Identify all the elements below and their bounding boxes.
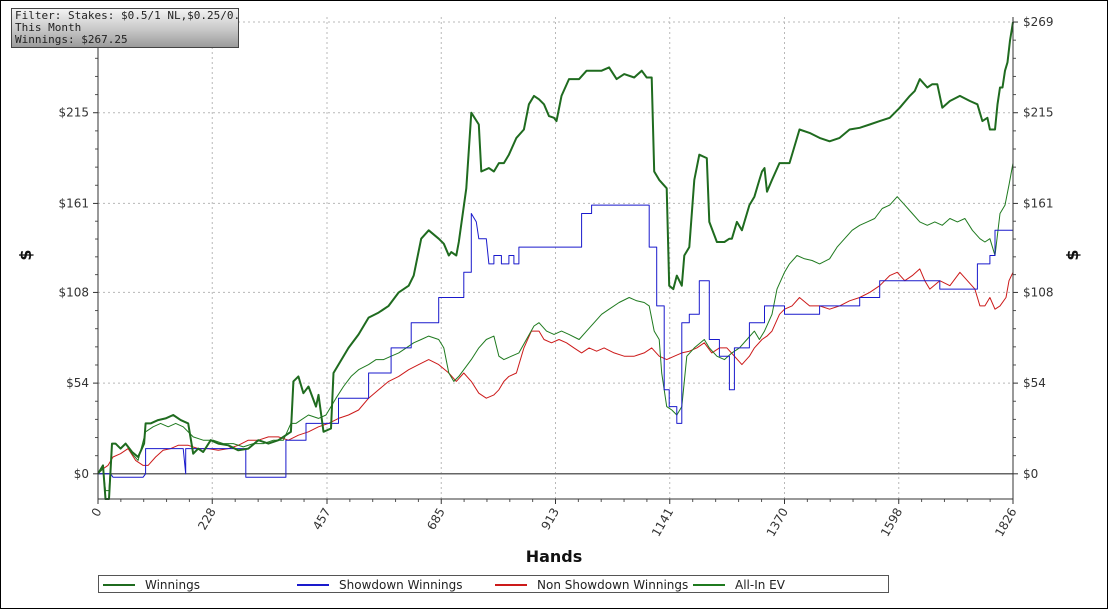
legend-label: Winnings — [145, 578, 200, 592]
y-tick-label-left: $108 — [58, 285, 89, 299]
legend-label: Non Showdown Winnings — [537, 578, 689, 592]
x-tick-label: 1141 — [649, 506, 676, 539]
filter-info-box: Filter: Stakes: $0.5/1 NL,$0.25/0.5 NL T… — [11, 8, 239, 48]
showdown-winnings-line — [98, 204, 1013, 478]
legend-swatch — [495, 584, 527, 586]
y-tick-label-right: $0 — [1023, 467, 1038, 481]
non-showdown-winnings-line — [97, 268, 1014, 475]
legend-swatch — [693, 584, 725, 586]
grid — [97, 17, 1014, 499]
x-axis-title: Hands — [526, 547, 583, 566]
y-tick-label-left: $54 — [66, 376, 89, 390]
y-tick-label-right: $269 — [1023, 15, 1054, 29]
y-axis-title-left: $ — [16, 249, 35, 260]
y-tick-label-right: $108 — [1023, 285, 1054, 299]
y-tick-label-right: $161 — [1023, 196, 1054, 210]
y-axis-title-right: $ — [1063, 249, 1082, 260]
y-tick-label-right: $54 — [1023, 376, 1046, 390]
filter-text: Filter: Stakes: $0.5/1 NL,$0.25/0.5 NL — [15, 9, 239, 22]
x-tick-label: 1826 — [992, 506, 1019, 539]
y-tick-label-left: $161 — [58, 196, 89, 210]
y-tick-label-left: $0 — [74, 467, 89, 481]
x-tick-label: 1598 — [878, 506, 905, 539]
x-tick-label: 0 — [89, 506, 105, 520]
y-tick-label-right: $215 — [1023, 106, 1054, 120]
winnings-line — [97, 21, 1014, 500]
series-lines — [97, 21, 1014, 500]
x-tick-label: 913 — [539, 506, 563, 533]
y-tick-label-left: $215 — [58, 106, 89, 120]
legend-swatch — [103, 584, 135, 586]
x-tick-label: 685 — [424, 506, 448, 533]
all-in-ev-line — [97, 163, 1014, 492]
legend-swatch — [297, 584, 329, 586]
legend-item-showdown-winnings: Showdown Winnings — [297, 577, 463, 593]
period-text: This Month — [15, 21, 82, 34]
x-tick-label: 1370 — [764, 506, 791, 539]
legend-item-all-in-ev: All-In EV — [693, 577, 785, 593]
legend: Winnings Showdown Winnings Non Showdown … — [98, 575, 889, 593]
axes — [93, 17, 1018, 504]
legend-label: Showdown Winnings — [339, 578, 463, 592]
x-tick-label: 457 — [310, 506, 334, 533]
legend-item-winnings: Winnings — [103, 577, 200, 593]
legend-item-non-showdown-winnings: Non Showdown Winnings — [495, 577, 688, 593]
x-tick-label: 228 — [195, 506, 219, 533]
legend-label: All-In EV — [735, 578, 785, 592]
winnings-text: Winnings: $267.25 — [15, 33, 128, 46]
